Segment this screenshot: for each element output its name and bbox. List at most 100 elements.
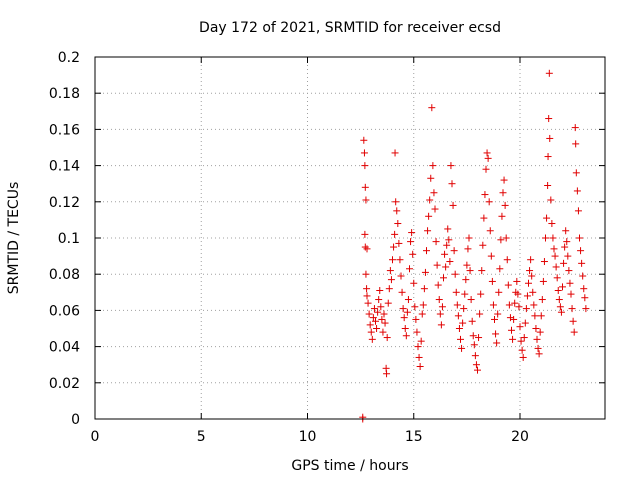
data-point <box>539 277 547 285</box>
x-tick-label: 15 <box>405 429 423 445</box>
data-point <box>514 290 522 298</box>
data-point <box>418 310 426 318</box>
data-point <box>399 305 407 313</box>
data-point <box>517 337 525 345</box>
data-point <box>468 317 476 325</box>
data-point <box>534 344 542 352</box>
data-point <box>521 319 529 327</box>
data-point <box>531 312 539 320</box>
x-axis-label: GPS time / hours <box>291 458 408 474</box>
data-point <box>395 239 403 247</box>
data-point <box>380 310 388 318</box>
data-point <box>458 344 466 352</box>
data-point <box>574 207 582 215</box>
data-point <box>525 279 532 287</box>
data-point <box>538 296 546 304</box>
data-point <box>465 234 473 242</box>
data-point <box>402 332 410 340</box>
y-tick-label: 0.04 <box>49 340 80 356</box>
data-point <box>397 272 405 280</box>
data-point <box>436 310 444 318</box>
data-point <box>569 317 577 325</box>
data-point <box>544 182 552 190</box>
data-point <box>515 303 523 311</box>
x-tick-label: 10 <box>299 429 317 445</box>
data-point <box>391 149 399 157</box>
data-point <box>360 136 368 144</box>
data-point <box>390 243 398 251</box>
data-point <box>511 299 519 307</box>
data-point <box>383 370 391 378</box>
data-point <box>363 245 371 253</box>
data-point <box>407 238 415 246</box>
data-point <box>427 174 435 182</box>
data-point <box>566 279 574 287</box>
data-point <box>483 149 491 157</box>
data-point <box>447 162 455 170</box>
data-point <box>542 234 549 242</box>
data-point <box>540 258 548 266</box>
data-point <box>508 326 515 334</box>
data-point <box>462 276 470 284</box>
data-point <box>522 305 530 313</box>
data-point <box>563 238 571 246</box>
data-point <box>370 305 378 313</box>
data-point <box>429 162 437 170</box>
y-tick-label: 0.14 <box>49 159 80 175</box>
data-point <box>366 321 374 329</box>
data-point <box>391 230 399 238</box>
y-tick-label: 0.2 <box>58 50 80 66</box>
data-point <box>373 325 381 332</box>
data-point <box>545 115 553 123</box>
data-point <box>557 308 565 316</box>
data-point <box>362 270 370 278</box>
data-point <box>546 134 554 142</box>
data-point <box>560 259 568 267</box>
data-point <box>374 308 382 316</box>
data-point <box>460 305 468 313</box>
y-tick-label: 0.16 <box>49 122 80 138</box>
data-point <box>377 303 385 311</box>
data-point <box>365 310 373 318</box>
data-point <box>362 196 370 204</box>
data-point <box>413 328 421 336</box>
data-point <box>518 346 526 354</box>
data-point <box>446 258 454 266</box>
chart-title: Day 172 of 2021, SRMTID for receiver ecs… <box>199 20 501 36</box>
data-point <box>443 241 451 249</box>
data-point <box>417 337 425 345</box>
data-point <box>432 238 440 246</box>
data-point <box>444 225 452 233</box>
data-point <box>536 328 544 336</box>
data-point <box>442 263 450 271</box>
data-point <box>527 256 535 264</box>
data-point <box>492 330 500 338</box>
data-point <box>360 149 368 157</box>
data-point <box>416 363 424 371</box>
data-point <box>581 294 589 302</box>
data-point <box>533 335 541 343</box>
data-point <box>475 334 483 342</box>
data-point <box>567 290 575 298</box>
data-point <box>481 191 489 199</box>
data-point <box>376 286 384 294</box>
data-point <box>437 321 445 329</box>
data-point <box>506 314 514 322</box>
data-point <box>570 328 578 336</box>
data-point <box>440 274 447 282</box>
data-point <box>361 243 369 251</box>
data-point <box>428 104 436 112</box>
data-point <box>480 214 488 222</box>
data-point <box>509 335 517 343</box>
data-point <box>485 198 493 206</box>
data-point <box>361 230 369 238</box>
data-point <box>364 299 372 307</box>
data-point <box>474 366 481 374</box>
data-point <box>547 196 555 204</box>
data-point <box>368 335 376 343</box>
data-point <box>552 263 560 271</box>
data-point <box>484 154 492 162</box>
x-tick-label: 5 <box>197 429 206 445</box>
data-point <box>385 285 393 293</box>
data-point <box>389 256 396 264</box>
